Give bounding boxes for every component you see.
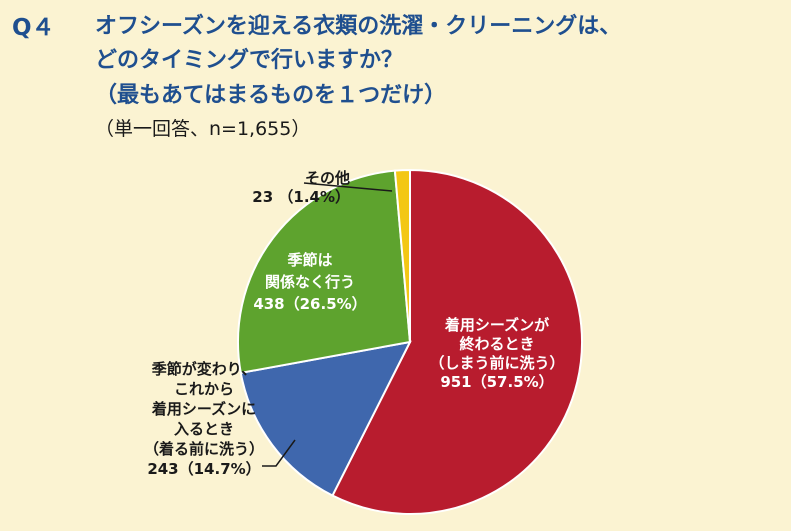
slice-value-label: 23 （1.4%） bbox=[252, 188, 350, 206]
slice-category-label: 季節が変わり、 bbox=[152, 360, 256, 378]
slice-value-label: 951（57.5%） bbox=[440, 373, 553, 391]
slice-category-label: その他 bbox=[305, 169, 350, 187]
slice-category-label: 着用シーズンが bbox=[444, 316, 550, 334]
slice-category-label: 入るとき bbox=[174, 420, 234, 438]
slice-after-season bbox=[331, 168, 583, 515]
slice-category-label: 関係なく行う bbox=[265, 273, 355, 291]
question-text-line-1: オフシーズンを迎える衣類の洗濯・クリーニングは、 bbox=[95, 14, 622, 39]
response-meta: （単一回答、n=1,655） bbox=[95, 118, 311, 140]
slice-value-label: 438（26.5%） bbox=[253, 295, 366, 313]
leader-line-other bbox=[303, 182, 393, 192]
question-text-line-3: （最もあてはまるものを１つだけ） bbox=[95, 83, 447, 108]
slice-category-label: 終わるとき bbox=[459, 335, 534, 353]
slice-category-label: これから bbox=[174, 380, 234, 398]
slice-category-label: （しまう前に洗う） bbox=[429, 354, 564, 372]
question-number: Q４ bbox=[12, 15, 55, 41]
slice-category-label: 季節は bbox=[287, 251, 332, 269]
leader-line-before-season bbox=[262, 439, 296, 467]
slice-category-label: 着用シーズンに bbox=[151, 400, 256, 418]
question-text-line-2: どのタイミングで行いますか？ bbox=[95, 48, 404, 73]
slice-category-label: （着る前に洗う） bbox=[144, 440, 264, 458]
slice-other bbox=[393, 168, 411, 343]
slice-anytime bbox=[237, 169, 412, 375]
slice-value-label: 243（14.7%） bbox=[147, 460, 260, 478]
